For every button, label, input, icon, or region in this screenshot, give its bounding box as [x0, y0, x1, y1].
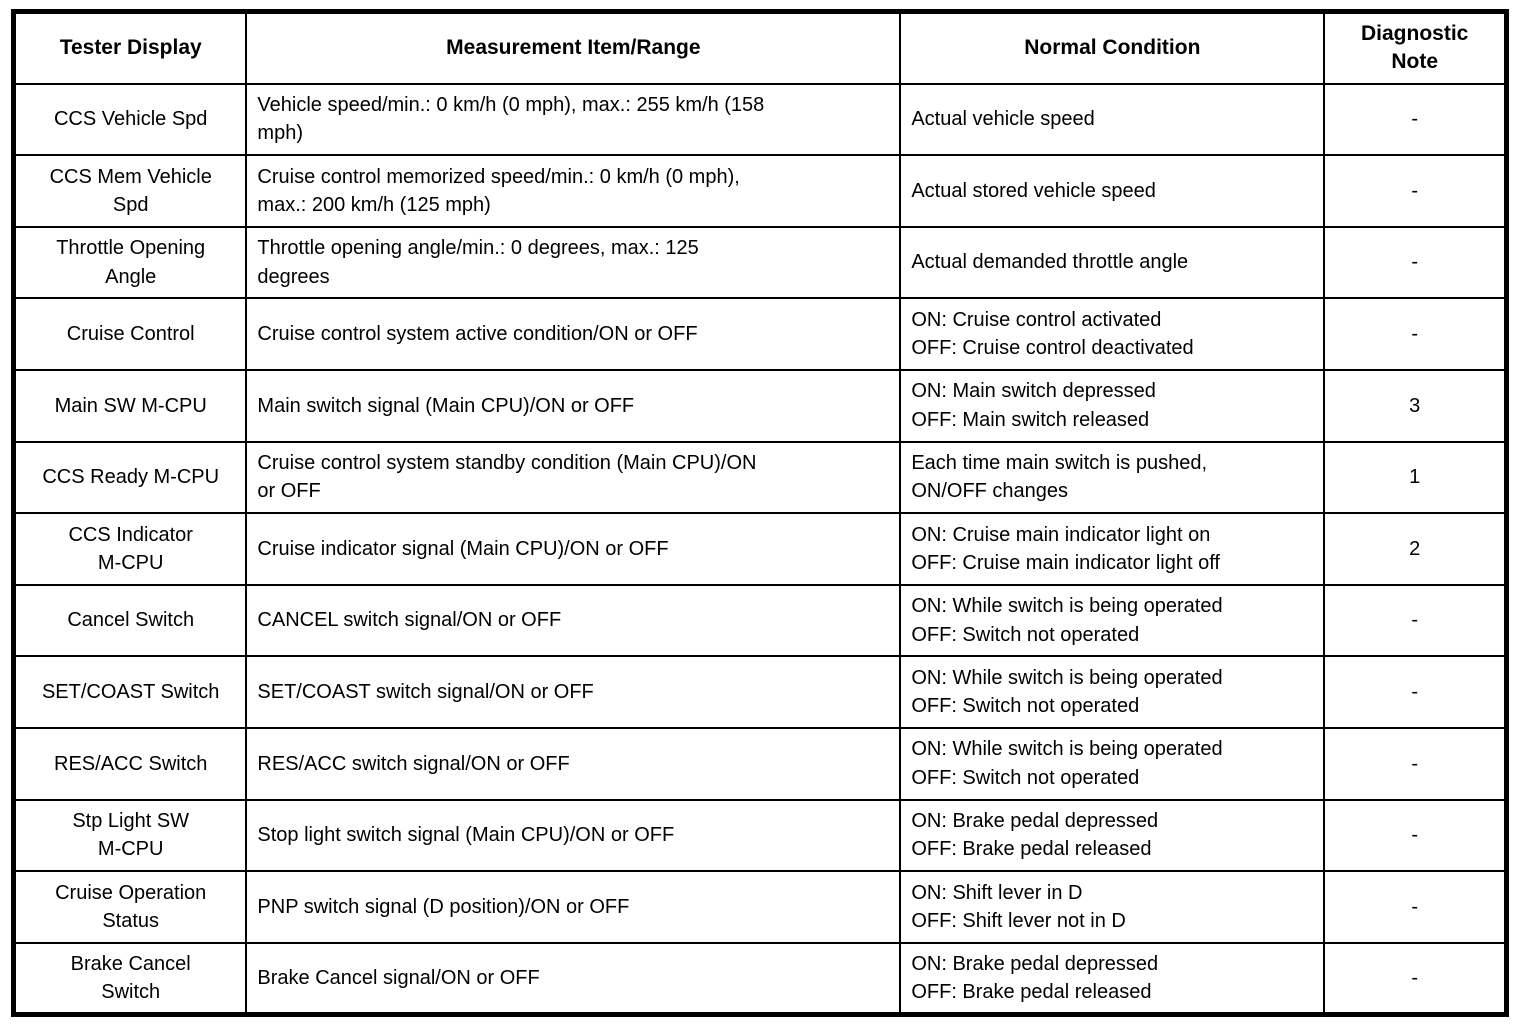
cell-measurement: Stop light switch signal (Main CPU)/ON o… — [245, 798, 902, 873]
cell-normal-condition: Actual vehicle speed — [899, 82, 1326, 157]
cell-measurement: Throttle opening angle/min.: 0 degrees, … — [245, 225, 902, 300]
table-row: Cruise Control Cruise control system act… — [12, 297, 1508, 372]
header-tester-display: Tester Display — [12, 10, 248, 85]
cell-tester-display: RES/ACC Switch — [12, 727, 248, 801]
cell-tester-display: Stp Light SW M-CPU — [12, 798, 248, 873]
cell-normal-condition: ON: Brake pedal depressed OFF: Brake ped… — [899, 798, 1326, 873]
cell-normal-condition: ON: While switch is being operated OFF: … — [899, 655, 1326, 730]
header-row: Tester Display Measurement Item/Range No… — [12, 10, 1508, 85]
table-row: Cruise Operation Status PNP switch signa… — [12, 870, 1508, 944]
cell-measurement: Cruise indicator signal (Main CPU)/ON or… — [245, 512, 902, 586]
cell-measurement: Main switch signal (Main CPU)/ON or OFF — [245, 369, 902, 443]
cell-diagnostic-note: - — [1323, 727, 1508, 801]
cell-measurement: SET/COAST switch signal/ON or OFF — [245, 655, 902, 730]
table-body: CCS Vehicle Spd Vehicle speed/min.: 0 km… — [12, 82, 1508, 1016]
cell-tester-display: Cruise Operation Status — [12, 870, 248, 944]
cell-tester-display: Main SW M-CPU — [12, 369, 248, 443]
cell-normal-condition: ON: Cruise main indicator light on OFF: … — [899, 512, 1326, 586]
cell-measurement: Cruise control system standby condition … — [245, 440, 902, 515]
cell-diagnostic-note: 1 — [1323, 440, 1508, 515]
cell-measurement: PNP switch signal (D position)/ON or OFF — [245, 870, 902, 944]
table-row: CCS Ready M-CPU Cruise control system st… — [12, 440, 1508, 515]
cell-diagnostic-note: - — [1323, 655, 1508, 730]
cell-normal-condition: Actual stored vehicle speed — [899, 154, 1326, 228]
table-row: CCS Mem Vehicle Spd Cruise control memor… — [12, 154, 1508, 228]
table-row: Cancel Switch CANCEL switch signal/ON or… — [12, 583, 1508, 658]
table-row: Throttle Opening Angle Throttle opening … — [12, 225, 1508, 300]
cell-normal-condition: ON: While switch is being operated OFF: … — [899, 727, 1326, 801]
table-row: Main SW M-CPU Main switch signal (Main C… — [12, 369, 1508, 443]
cell-measurement: Cruise control memorized speed/min.: 0 k… — [245, 154, 902, 228]
cell-normal-condition: ON: Shift lever in D OFF: Shift lever no… — [899, 870, 1326, 944]
cell-tester-display: CCS Indicator M-CPU — [12, 512, 248, 586]
header-diagnostic-note: Diagnostic Note — [1323, 10, 1508, 85]
header-normal-condition: Normal Condition — [899, 10, 1326, 85]
cell-diagnostic-note: - — [1323, 870, 1508, 944]
cell-normal-condition: ON: While switch is being operated OFF: … — [899, 583, 1326, 658]
cell-diagnostic-note: - — [1323, 225, 1508, 300]
cell-normal-condition: ON: Cruise control activated OFF: Cruise… — [899, 297, 1326, 372]
table-row: CCS Vehicle Spd Vehicle speed/min.: 0 km… — [12, 82, 1508, 157]
cell-measurement: Cruise control system active condition/O… — [245, 297, 902, 372]
cell-measurement: Vehicle speed/min.: 0 km/h (0 mph), max.… — [245, 82, 902, 157]
cell-diagnostic-note: 3 — [1323, 369, 1508, 443]
table-row: RES/ACC Switch RES/ACC switch signal/ON … — [12, 727, 1508, 801]
table-row: Stp Light SW M-CPU Stop light switch sig… — [12, 798, 1508, 873]
cell-measurement: Brake Cancel signal/ON or OFF — [245, 941, 902, 1016]
cell-diagnostic-note: - — [1323, 941, 1508, 1016]
cell-normal-condition: ON: Brake pedal depressed OFF: Brake ped… — [899, 941, 1326, 1016]
cell-tester-display: SET/COAST Switch — [12, 655, 248, 730]
cell-tester-display: CCS Mem Vehicle Spd — [12, 154, 248, 228]
diagnostic-data-table: Tester Display Measurement Item/Range No… — [11, 9, 1509, 1017]
cell-tester-display: CCS Ready M-CPU — [12, 440, 248, 515]
cell-measurement: RES/ACC switch signal/ON or OFF — [245, 727, 902, 801]
cell-tester-display: Throttle Opening Angle — [12, 225, 248, 300]
cell-measurement: CANCEL switch signal/ON or OFF — [245, 583, 902, 658]
cell-tester-display: CCS Vehicle Spd — [12, 82, 248, 157]
table-row: CCS Indicator M-CPU Cruise indicator sig… — [12, 512, 1508, 586]
table-header: Tester Display Measurement Item/Range No… — [12, 10, 1508, 85]
cell-normal-condition: ON: Main switch depressed OFF: Main swit… — [899, 369, 1326, 443]
cell-diagnostic-note: - — [1323, 583, 1508, 658]
table-row: SET/COAST Switch SET/COAST switch signal… — [12, 655, 1508, 730]
cell-tester-display: Cruise Control — [12, 297, 248, 372]
table-row: Brake Cancel Switch Brake Cancel signal/… — [12, 941, 1508, 1016]
header-measurement-item-range: Measurement Item/Range — [245, 10, 902, 85]
cell-diagnostic-note: - — [1323, 82, 1508, 157]
cell-normal-condition: Each time main switch is pushed, ON/OFF … — [899, 440, 1326, 515]
cell-diagnostic-note: - — [1323, 154, 1508, 228]
cell-tester-display: Brake Cancel Switch — [12, 941, 248, 1016]
cell-diagnostic-note: - — [1323, 297, 1508, 372]
cell-tester-display: Cancel Switch — [12, 583, 248, 658]
cell-diagnostic-note: - — [1323, 798, 1508, 873]
cell-normal-condition: Actual demanded throttle angle — [899, 225, 1326, 300]
cell-diagnostic-note: 2 — [1323, 512, 1508, 586]
